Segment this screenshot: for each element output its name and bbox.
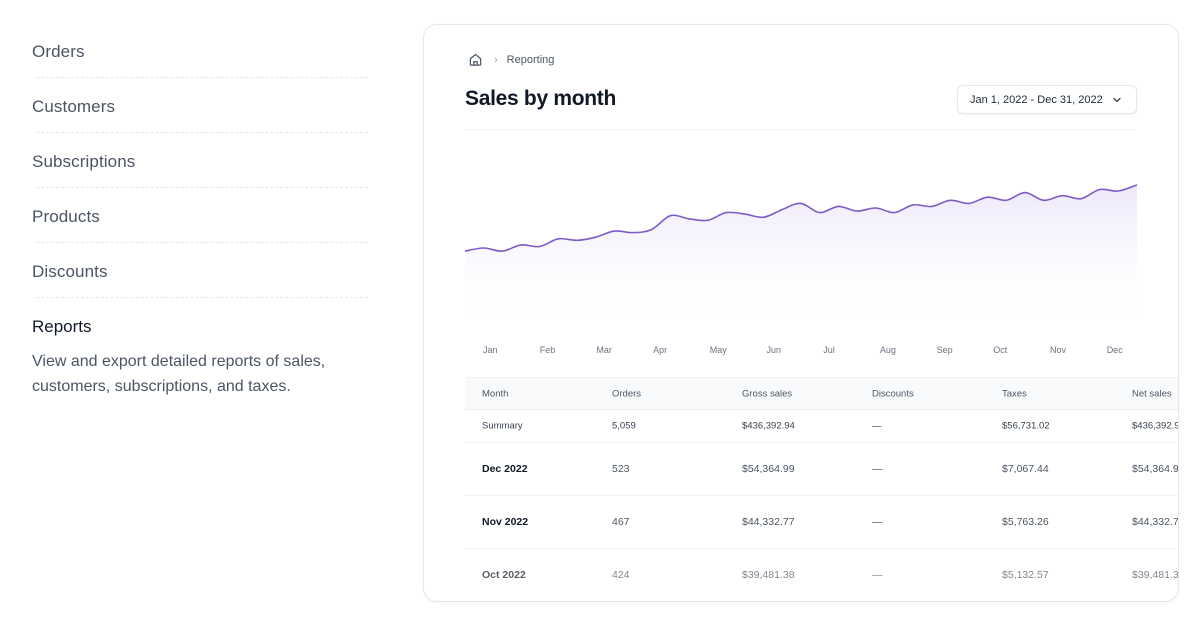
- menu-item-subscriptions[interactable]: Subscriptions: [32, 134, 368, 189]
- table-cell: —: [872, 569, 883, 581]
- table-cell: $54,364.9: [1132, 463, 1179, 475]
- menu-item-label: Customers: [32, 97, 116, 116]
- table-cell: 523: [612, 463, 630, 475]
- x-tick-label: Jan: [483, 345, 498, 355]
- divider: [36, 297, 368, 298]
- breadcrumb: › Reporting: [468, 52, 554, 67]
- table-row[interactable]: Dec 2022 523 $54,364.99 — $7,067.44 $54,…: [465, 443, 1179, 496]
- column-header-discounts[interactable]: Discounts: [872, 388, 914, 399]
- table-row[interactable]: Nov 2022 467 $44,332.77 — $5,763.26 $44,…: [465, 496, 1179, 549]
- x-tick-label: Mar: [596, 345, 612, 355]
- table-cell: $44,332.77: [742, 516, 795, 528]
- table-cell: $56,731.02: [1002, 420, 1050, 432]
- table-cell: $54,364.99: [742, 463, 795, 475]
- column-header-gross-sales[interactable]: Gross sales: [742, 388, 793, 399]
- table-row[interactable]: Oct 2022 424 $39,481.38 — $5,132.57 $39,…: [465, 549, 1179, 601]
- table-cell: —: [872, 516, 883, 528]
- breadcrumb-separator: ›: [494, 53, 498, 66]
- divider: [36, 187, 368, 188]
- menu-item-customers[interactable]: Customers: [32, 79, 368, 134]
- table-cell: $39,481.38: [742, 569, 795, 581]
- page-title: Sales by month: [465, 87, 617, 110]
- divider: [36, 242, 368, 243]
- table-cell: $7,067.44: [1002, 463, 1049, 475]
- table-cell: $5,763.26: [1002, 516, 1049, 528]
- menu-item-products[interactable]: Products: [32, 189, 368, 244]
- table-cell: Summary: [482, 420, 523, 432]
- x-tick-label: Oct: [993, 345, 1008, 355]
- breadcrumb-current[interactable]: Reporting: [506, 53, 555, 66]
- table-cell: —: [872, 420, 882, 432]
- title-divider: [465, 129, 1136, 130]
- divider: [36, 132, 368, 133]
- chevron-down-icon: [1113, 97, 1121, 102]
- column-header-month[interactable]: Month: [482, 388, 509, 399]
- sales-chart: Jan Feb Mar Apr May Jun Jul Aug Sep Oct Nov Dec: [465, 145, 1138, 365]
- table-cell: Nov 2022: [482, 516, 529, 528]
- date-range-picker[interactable]: Jan 1, 2022 - Dec 31, 2022: [957, 85, 1137, 114]
- column-header-orders[interactable]: Orders: [612, 388, 642, 399]
- menu-item-reports-description: View and export detailed reports of sale…: [32, 353, 326, 395]
- table-cell: 424: [612, 569, 630, 581]
- menu-item-label: Discounts: [32, 262, 108, 281]
- x-tick-label: Jul: [823, 345, 835, 355]
- table-cell: $5,132.57: [1002, 569, 1049, 581]
- table-cell: $44,332.7: [1132, 516, 1179, 528]
- menu-item-discounts[interactable]: Discounts: [32, 244, 368, 299]
- sales-table: Month Orders Gross sales Discounts Taxes…: [465, 377, 1179, 601]
- date-range-label: Jan 1, 2022 - Dec 31, 2022: [970, 93, 1103, 106]
- x-tick-label: Jun: [767, 345, 782, 355]
- menu-item-reports[interactable]: Reports View and export detailed reports…: [32, 317, 368, 399]
- x-tick-label: Aug: [880, 345, 896, 355]
- menu-item-label: Subscriptions: [32, 152, 136, 171]
- reporting-card: › Reporting Sales by month Jan 1, 2022 -…: [423, 24, 1179, 602]
- table-summary-row: Summary 5,059 $436,392.94 — $56,731.02 $…: [465, 410, 1179, 443]
- table-cell: $436,392.9: [1132, 420, 1179, 432]
- table-cell: 5,059: [612, 420, 636, 432]
- x-tick-label: May: [710, 345, 728, 355]
- table-cell: —: [872, 463, 883, 475]
- column-header-net-sales[interactable]: Net sales: [1132, 388, 1172, 399]
- column-header-taxes[interactable]: Taxes: [1002, 388, 1027, 399]
- x-tick-label: Feb: [540, 345, 556, 355]
- sales-chart-svg: Jan Feb Mar Apr May Jun Jul Aug Sep Oct Nov Dec: [465, 184, 1138, 355]
- chart-series-line: [465, 184, 1138, 252]
- table-cell: $436,392.94: [742, 420, 795, 432]
- home-icon[interactable]: [468, 52, 483, 67]
- x-tick-label: Sep: [937, 345, 953, 355]
- table-cell: Dec 2022: [482, 463, 528, 475]
- menu-item-label: Products: [32, 207, 100, 226]
- table-cell: $39,481.3: [1132, 569, 1179, 581]
- table-cell: 467: [612, 516, 630, 528]
- table-header: Month Orders Gross sales Discounts Taxes…: [465, 377, 1178, 410]
- x-tick-label: Nov: [1050, 345, 1067, 355]
- divider: [36, 77, 368, 78]
- x-tick-label: Dec: [1107, 345, 1124, 355]
- menu-item-orders[interactable]: Orders: [32, 24, 368, 79]
- x-tick-label: Apr: [653, 345, 667, 355]
- chart-area-fill: [465, 184, 1137, 330]
- reports-nav-menu: Orders Customers Subscriptions Products …: [32, 24, 368, 299]
- menu-item-label: Orders: [32, 42, 85, 61]
- menu-item-reports-title: Reports: [32, 317, 92, 336]
- table-cell: Oct 2022: [482, 569, 526, 581]
